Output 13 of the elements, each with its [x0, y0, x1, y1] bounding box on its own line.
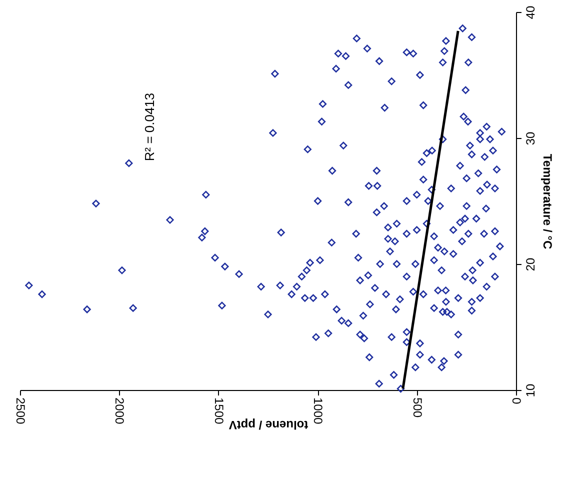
annotation: R² = 0.0413	[142, 92, 157, 162]
y-tick-label: 10	[524, 384, 538, 398]
x-tick-label: 0	[510, 398, 524, 404]
y-tick-label: 40	[524, 6, 538, 20]
y-tick-label: 30	[524, 132, 538, 146]
y-tick-label: 20	[524, 258, 538, 272]
x-tick-label: 2000	[112, 398, 127, 425]
x-tick-label: 2500	[14, 398, 28, 425]
y-axis-title: Temperature / °C	[540, 154, 554, 250]
x-tick-label: 1500	[212, 398, 226, 425]
x-axis-title: toluene / pptV	[228, 418, 308, 432]
x-tick-label: 500	[410, 398, 424, 418]
x-tick-label: 1000	[311, 398, 326, 425]
